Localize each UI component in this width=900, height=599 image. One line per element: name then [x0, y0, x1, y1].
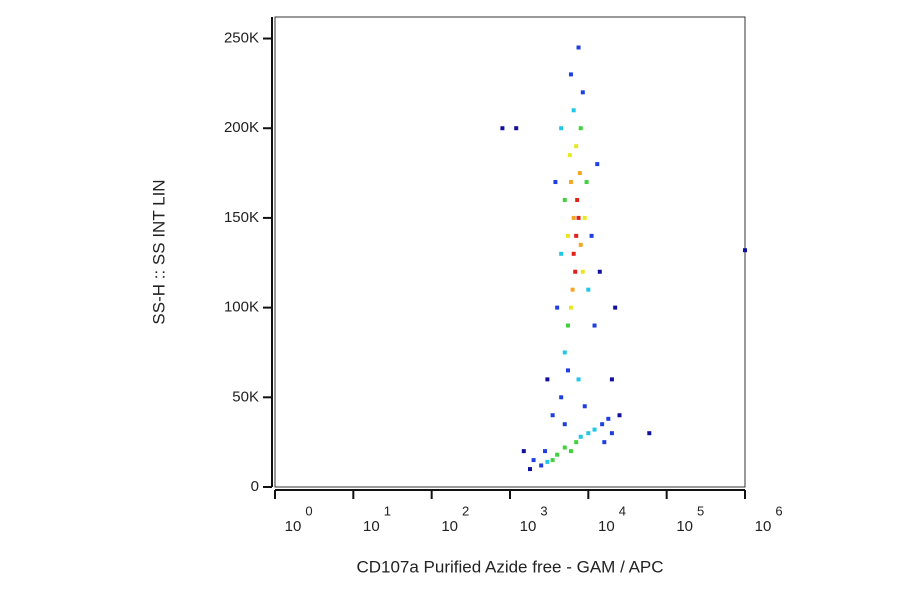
point [539, 463, 544, 468]
point [576, 377, 581, 382]
y-axis-title: SS-H :: SS INT LIN [149, 179, 168, 324]
x-axis-title: CD107a Purified Azide free - GAM / APC [356, 557, 663, 576]
point [600, 422, 605, 427]
point [545, 377, 550, 382]
point [571, 215, 576, 220]
point [609, 377, 614, 382]
point [584, 180, 589, 185]
point [580, 269, 585, 274]
x-tick-label: 10 [755, 518, 772, 535]
point [578, 126, 583, 131]
point [550, 413, 555, 418]
point [586, 287, 591, 292]
point [559, 395, 564, 400]
point [574, 233, 579, 238]
point [574, 440, 579, 445]
point [500, 126, 505, 131]
x-tick-power: 0 [305, 503, 312, 518]
point [550, 458, 555, 463]
y-tick-label: 100K [224, 299, 259, 316]
point [559, 251, 564, 256]
y-tick-label: 0 [251, 478, 259, 495]
point [582, 215, 587, 220]
point [617, 413, 622, 418]
point [578, 242, 583, 247]
x-tick-label: 10 [285, 518, 302, 535]
x-tick-power: 6 [775, 503, 782, 518]
point [589, 233, 594, 238]
point [514, 126, 519, 131]
y-tick-label: 150K [224, 209, 259, 226]
point [571, 108, 576, 113]
point [576, 215, 581, 220]
point [527, 467, 532, 472]
x-tick-label: 10 [598, 518, 615, 535]
point [567, 153, 572, 158]
point [565, 368, 570, 373]
point [592, 427, 597, 432]
point [580, 90, 585, 95]
point [562, 197, 567, 202]
x-tick-power: 1 [384, 503, 391, 518]
point [595, 162, 600, 167]
point [565, 323, 570, 328]
point [568, 72, 573, 77]
point [570, 287, 575, 292]
point [577, 171, 582, 176]
point [545, 459, 550, 464]
point [575, 197, 580, 202]
x-tick-power: 5 [697, 503, 704, 518]
point [647, 431, 652, 436]
point [586, 431, 591, 436]
x-tick-label: 10 [441, 518, 458, 535]
point [743, 248, 747, 253]
point [531, 458, 536, 463]
point [582, 404, 587, 409]
point [562, 445, 567, 450]
point [576, 45, 581, 50]
point [573, 269, 578, 274]
point [562, 350, 567, 355]
point [609, 431, 614, 436]
x-tick-label: 10 [363, 518, 380, 535]
point [592, 323, 597, 328]
y-tick-label: 250K [224, 29, 259, 46]
x-tick-power: 2 [462, 503, 469, 518]
point [568, 449, 573, 454]
x-tick-power: 4 [619, 503, 626, 518]
point [555, 305, 560, 310]
point [571, 251, 576, 256]
x-tick-power: 3 [540, 503, 547, 518]
x-tick-label: 10 [520, 518, 537, 535]
point [543, 449, 548, 454]
point [568, 180, 573, 185]
point [606, 416, 611, 421]
point [574, 144, 579, 149]
point [602, 440, 607, 445]
x-tick-label: 10 [676, 518, 693, 535]
point [562, 422, 567, 427]
point [597, 269, 602, 274]
point [568, 305, 573, 310]
point [565, 233, 570, 238]
y-tick-label: 50K [232, 388, 259, 405]
point [555, 452, 560, 457]
point [553, 180, 558, 185]
point [613, 305, 618, 310]
point [559, 126, 564, 131]
point [521, 449, 526, 454]
plot-frame [274, 16, 746, 488]
point [578, 434, 583, 439]
y-tick-label: 200K [224, 119, 259, 136]
